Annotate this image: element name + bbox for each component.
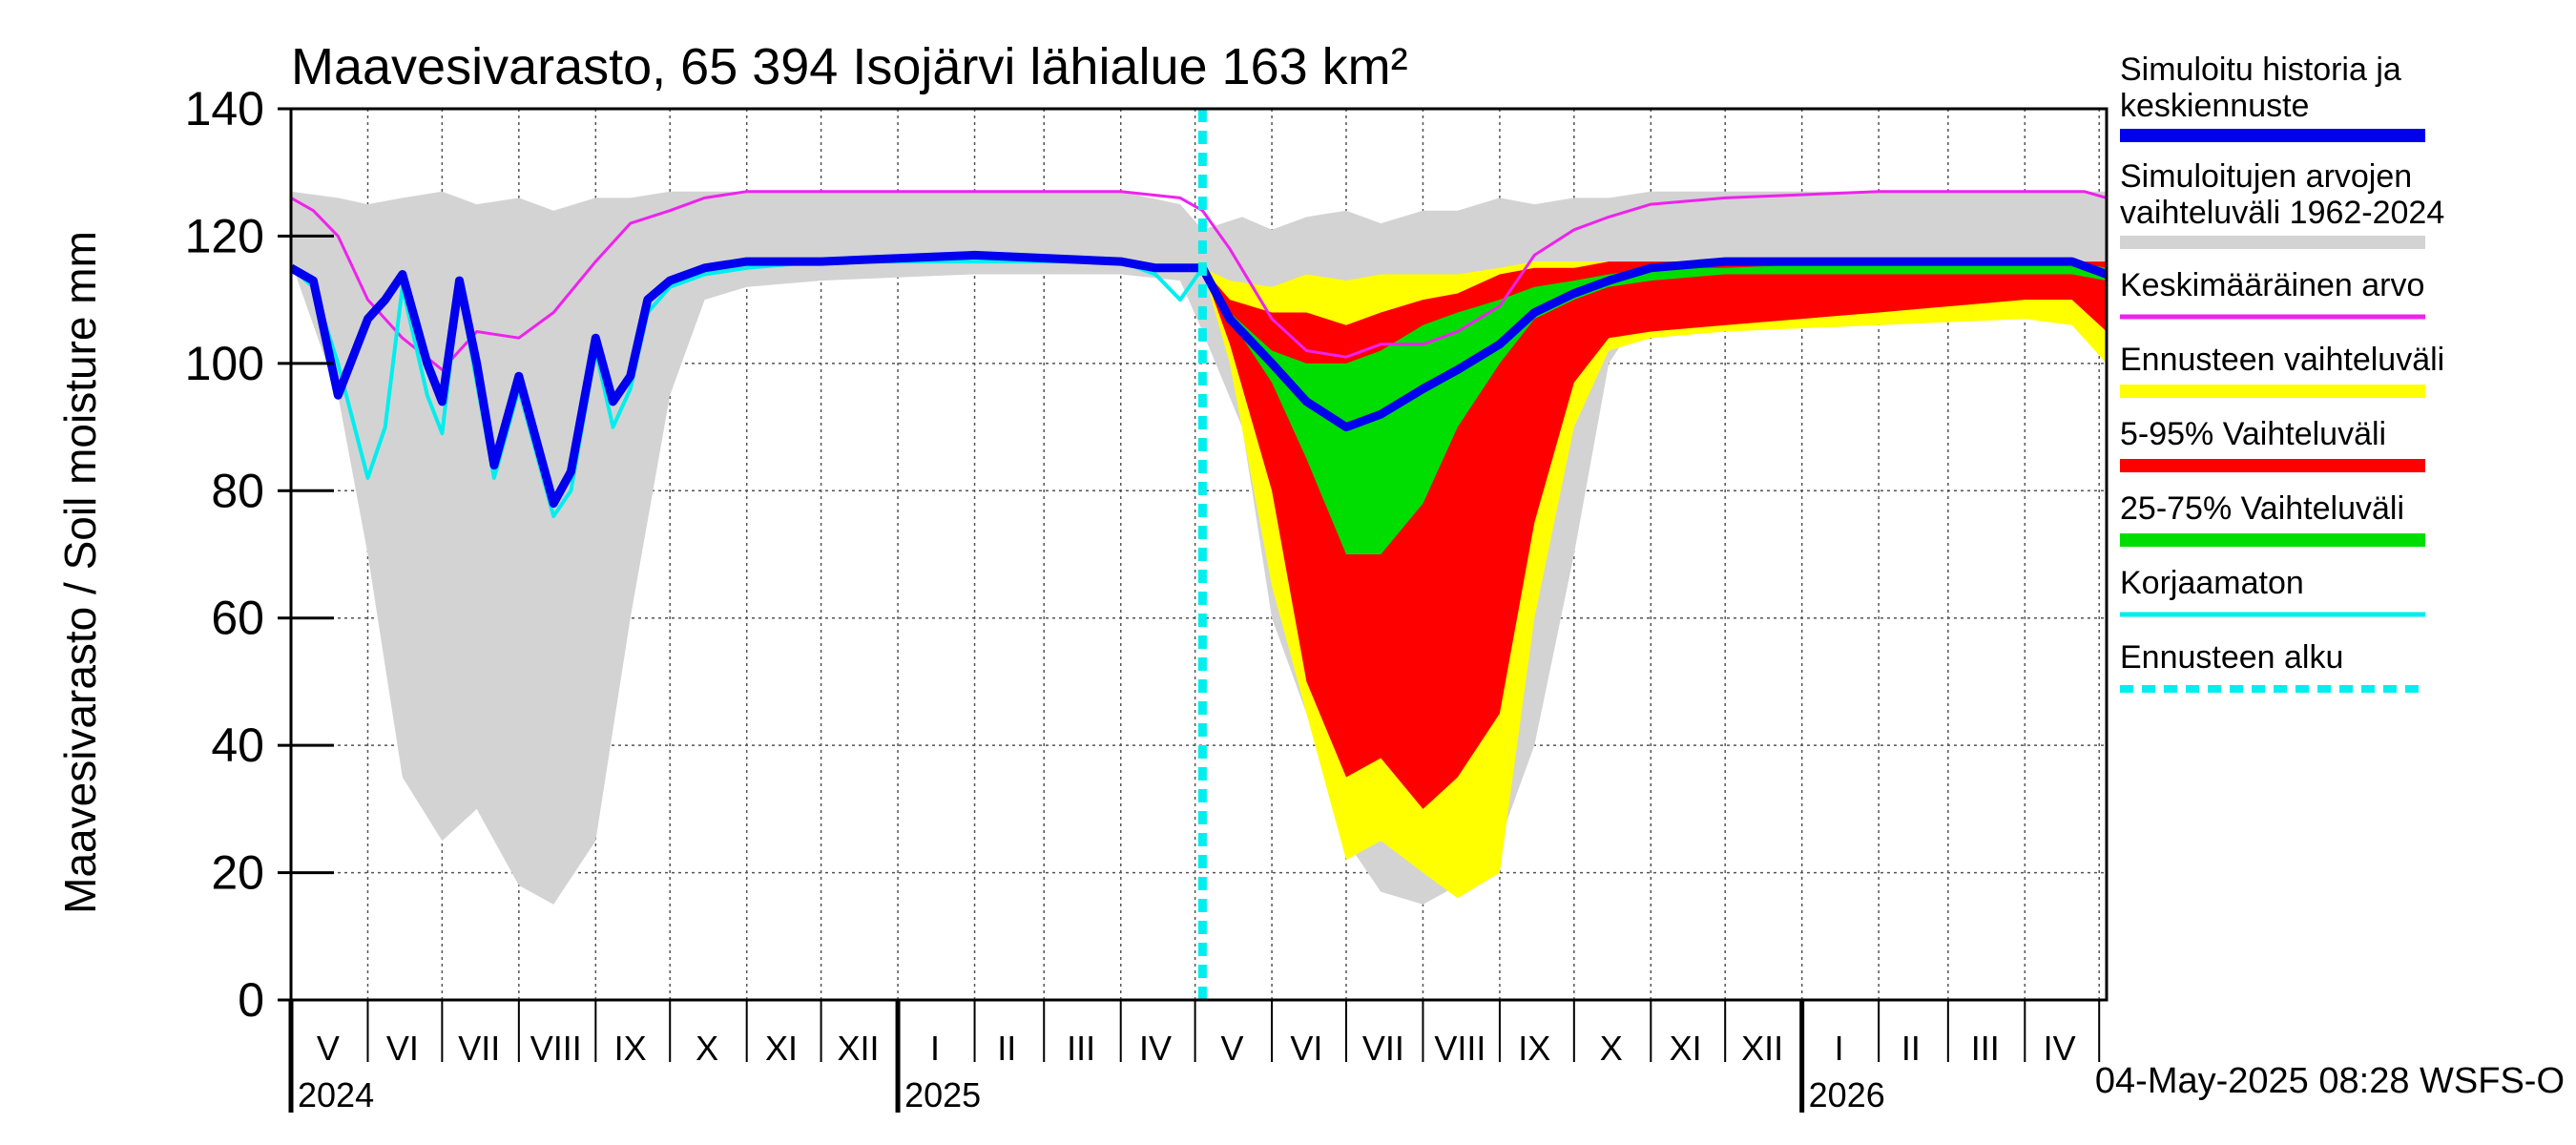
x-month-label: II [1901, 1029, 1921, 1068]
x-month-label: XI [1670, 1029, 1702, 1068]
x-month-label: IX [614, 1029, 647, 1068]
y-tick-label: 40 [211, 718, 264, 772]
x-month-label: XII [838, 1029, 880, 1068]
plot-frame [289, 107, 2109, 1002]
legend-item: Keskimääräinen arvo [2120, 267, 2425, 320]
legend-item: 25-75% Vaihteluväli [2120, 490, 2425, 547]
x-month-label: IV [1139, 1029, 1172, 1068]
x-month-label: IV [2044, 1029, 2076, 1068]
x-month-label: VIII [1434, 1029, 1485, 1068]
legend-label: Simuloitujen arvojen vaihteluväli 1962-20… [2120, 158, 2444, 231]
legend-label: Keskimääräinen arvo [2120, 267, 2424, 303]
legend-label: Ennusteen alku [2120, 639, 2343, 676]
x-month-label: V [1221, 1029, 1244, 1068]
legend-item: Ennusteen alku [2120, 639, 2425, 693]
x-month-label: VIII [530, 1029, 582, 1068]
legend-label: 5-95% Vaihteluväli [2120, 416, 2386, 452]
x-month-label: VI [386, 1029, 419, 1068]
x-month-label: VII [1362, 1029, 1404, 1068]
timestamp-label: 04-May-2025 08:28 WSFS-O [2095, 1061, 2565, 1101]
legend: Simuloitu historia ja keskiennusteSimuloi… [2120, 52, 2444, 693]
legend-label-line: Simuloitu historia ja [2120, 52, 2401, 88]
legend-item: 5-95% Vaihteluväli [2120, 416, 2425, 472]
legend-item: Simuloitu historia ja keskiennuste [2120, 52, 2425, 142]
x-month-label: X [696, 1029, 718, 1068]
x-month-label: III [1067, 1029, 1095, 1068]
x-year-label: 2026 [1809, 1075, 1885, 1114]
x-month-label: XI [765, 1029, 798, 1068]
legend-label: Korjaamaton [2120, 565, 2304, 601]
series-layer [291, 109, 2107, 1000]
y-tick-label: 0 [238, 973, 264, 1027]
x-month-label: II [997, 1029, 1016, 1068]
y-tick-label: 80 [211, 464, 264, 517]
legend-label-line: keskiennuste [2120, 88, 2309, 124]
x-year-label: 2024 [298, 1075, 374, 1114]
x-month-label: I [1835, 1029, 1844, 1068]
x-month-label: X [1600, 1029, 1623, 1068]
y-tick-label: 60 [211, 592, 264, 645]
y-axis-label: Maavesivarasto / Soil moisture mm [55, 231, 105, 914]
legend-label: Simuloitu historia ja keskiennuste [2120, 52, 2401, 124]
y-tick-label: 20 [211, 846, 264, 900]
x-month-label: VII [458, 1029, 500, 1068]
chart-title: Maavesivarasto, 65 394 Isojärvi lähialue… [291, 38, 1408, 95]
series-band [1202, 261, 2107, 554]
x-month-label: V [317, 1029, 340, 1068]
legend-label: 25-75% Vaihteluväli [2120, 490, 2404, 527]
series-line [291, 250, 2107, 509]
legend-item: Simuloitujen arvojen vaihteluväli 1962-20… [2120, 158, 2444, 249]
x-month-label: III [1971, 1029, 2000, 1068]
x-month-label: I [930, 1029, 940, 1068]
y-tick-label: 140 [185, 82, 264, 135]
x-month-label: XII [1741, 1029, 1783, 1068]
legend-item: Ennusteen vaihteluväli [2120, 342, 2444, 398]
y-tick-label: 100 [185, 337, 264, 390]
x-month-label: VI [1290, 1029, 1322, 1068]
legend-label-line: vaihteluväli 1962-2024 [2120, 195, 2444, 231]
legend-label: Ennusteen vaihteluväli [2120, 342, 2444, 378]
legend-label-line: Simuloitujen arvojen [2120, 158, 2412, 195]
legend-item: Korjaamaton [2120, 565, 2425, 617]
x-year-label: 2025 [904, 1075, 981, 1114]
x-month-label: IX [1518, 1029, 1550, 1068]
y-tick-label: 120 [185, 209, 264, 262]
